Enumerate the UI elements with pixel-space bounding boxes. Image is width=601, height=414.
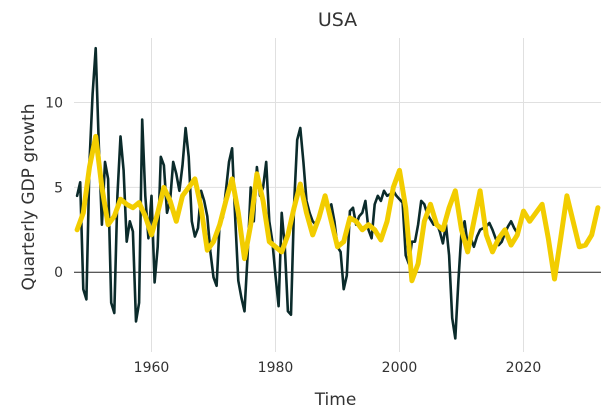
series-line-forecast [74, 133, 601, 284]
x-tick-label: 2020 [506, 360, 542, 376]
grid-layer [74, 38, 601, 352]
x-tick-label: 1960 [134, 360, 170, 376]
series-layer [74, 46, 601, 340]
x-tick-label: 2000 [382, 360, 418, 376]
y-tick-label: 10 [45, 95, 63, 111]
y-tick-label: 5 [54, 180, 63, 196]
series-line-actual [75, 46, 519, 340]
chart-title: USA [318, 9, 357, 31]
x-axis-title: Time [314, 390, 357, 410]
y-tick-label: 0 [54, 265, 63, 281]
x-tick-label: 1980 [258, 360, 294, 376]
tick-layer: 1960 1980 2000 2020 0 5 10 [45, 95, 541, 376]
y-axis-title: Quarterly GDP growth [19, 104, 39, 291]
